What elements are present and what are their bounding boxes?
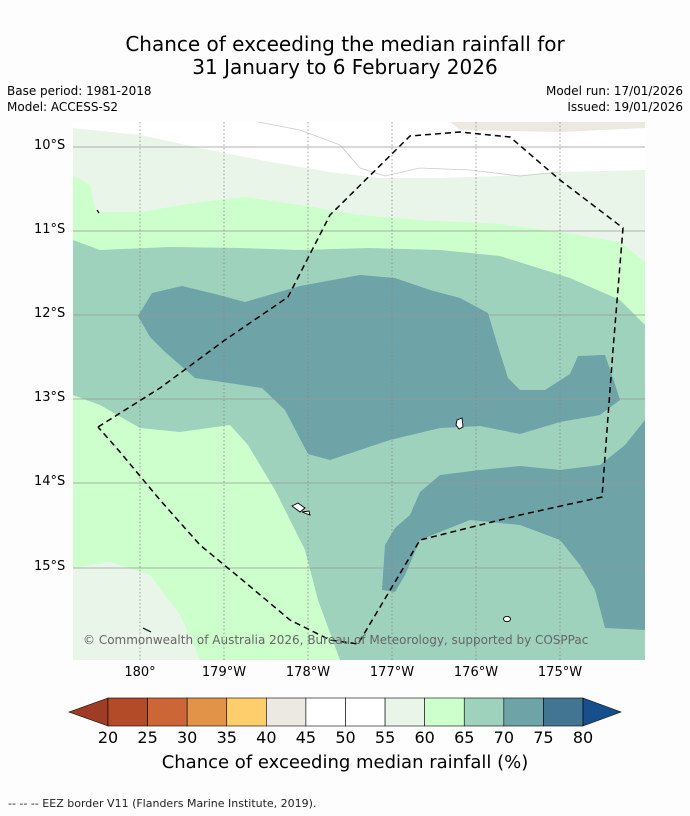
colorbar <box>68 697 622 727</box>
contour-45-50-patch <box>450 122 645 132</box>
colorbar-tick-65: 65 <box>454 728 475 747</box>
colorbar-tick-20: 20 <box>97 728 119 747</box>
colorbar-tick-30: 30 <box>176 728 198 747</box>
lon-label-179w: 179°W <box>201 665 247 680</box>
lat-label-12s: 12°S <box>34 306 66 321</box>
colorbar-tick-80: 80 <box>572 728 594 747</box>
eez-border <box>97 131 624 645</box>
colorbar-tick-40: 40 <box>256 728 277 747</box>
lat-label-13s: 13°S <box>34 390 66 405</box>
lat-label-14s: 14°S <box>34 474 66 489</box>
copyright-note: © Commonwealth of Australia 2026, Bureau… <box>83 633 589 647</box>
latitude-gridlines <box>73 146 645 569</box>
colorbar-tick-75: 75 <box>533 728 554 747</box>
base-period-label: Base period: 1981-2018 <box>7 84 152 98</box>
colorbar-box-0 <box>107 697 148 727</box>
lat-label-11s: 11°S <box>34 222 66 237</box>
eez-footnote: -- -- -- EEZ border V11 (Flanders Marine… <box>8 797 317 810</box>
model-run-label: Model run: 17/01/2026 <box>545 84 683 98</box>
lon-label-175w: 175°W <box>537 665 583 680</box>
colorbar-tick-25: 25 <box>137 728 158 747</box>
lon-label-176w: 176°W <box>453 665 499 680</box>
lat-label-15s: 15°S <box>34 559 66 574</box>
colorbar-tick-45: 45 <box>295 728 317 747</box>
colorbar-box-9 <box>463 697 505 727</box>
contour-70-75-core <box>138 275 620 460</box>
chart-title-line1: Chance of exceeding the median rainfall … <box>125 32 565 56</box>
colorbar-title: Chance of exceeding median rainfall (%) <box>161 752 529 773</box>
colorbar-tick-55: 55 <box>374 728 396 747</box>
colorbar-box-5 <box>305 697 346 727</box>
island-shape-5 <box>142 627 152 633</box>
map-contours <box>73 122 645 660</box>
colorbar-tick-60: 60 <box>414 728 435 747</box>
lat-label-10s: 10°S <box>34 138 66 153</box>
colorbar-box-8 <box>424 697 465 727</box>
island-shape-2 <box>291 502 306 513</box>
model-label: Model: ACCESS-S2 <box>7 100 119 114</box>
lon-label-177w: 177°W <box>369 665 415 680</box>
colorbar-over-arrow <box>582 697 622 727</box>
colorbar-box-1 <box>147 697 188 727</box>
colorbar-box-2 <box>186 697 228 727</box>
colorbar-under-arrow <box>68 697 109 727</box>
colorbar-box-4 <box>266 697 307 727</box>
island-shape <box>455 417 464 430</box>
island-shape-6 <box>96 209 100 214</box>
lon-label-178w: 178°W <box>285 665 331 680</box>
colorbar-tick-35: 35 <box>216 728 237 747</box>
colorbar-box-3 <box>226 697 267 727</box>
island-shape-3 <box>301 510 311 516</box>
island-shape-4 <box>503 615 511 623</box>
contour-70-75-southeast <box>382 420 645 630</box>
colorbar-box-10 <box>503 697 544 727</box>
chart-title-line2: 31 January to 6 February 2026 <box>192 55 498 79</box>
colorbar-box-6 <box>345 697 386 727</box>
colorbar-tick-70: 70 <box>493 728 515 747</box>
longitude-gridlines <box>139 122 561 660</box>
colorbar-box-7 <box>384 697 425 727</box>
colorbar-tick-50: 50 <box>335 728 356 747</box>
lon-label-180: 180° <box>124 665 156 680</box>
colorbar-box-11 <box>543 697 584 727</box>
issued-label: Issued: 19/01/2026 <box>567 100 683 114</box>
contour-line-50 <box>257 122 561 177</box>
